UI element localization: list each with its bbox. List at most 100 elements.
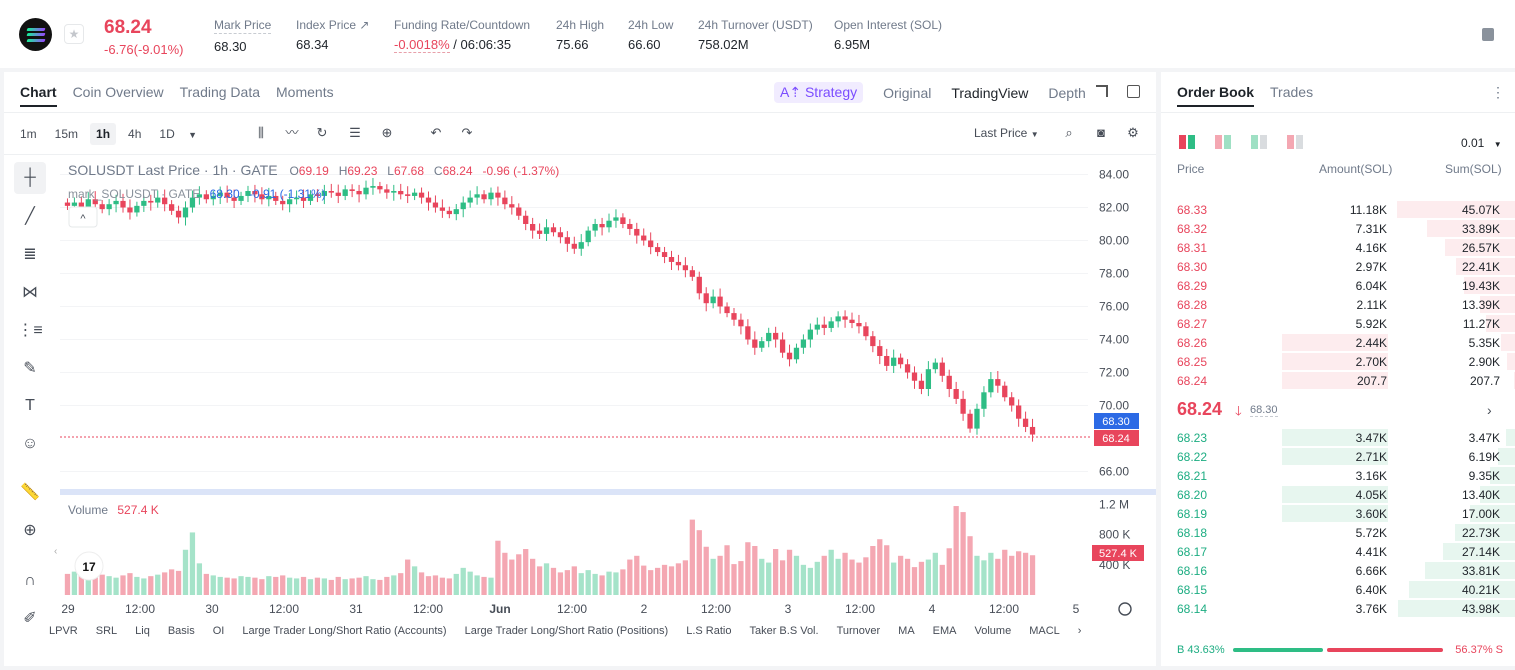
ask-row[interactable]: 68.28 2.11K 13.39K (1161, 295, 1515, 314)
indicator-oi[interactable]: OI (212, 625, 225, 637)
bid-row[interactable]: 68.19 3.60K 17.00K (1161, 504, 1515, 523)
bid-row[interactable]: 68.21 3.16K 9.35K (1161, 466, 1515, 485)
mode-both-alt-icon[interactable] (1215, 135, 1231, 149)
mode-asks-icon[interactable] (1287, 135, 1303, 149)
crosshair-icon[interactable]: ┼ (14, 162, 46, 194)
funding-rate[interactable]: -0.0018% (394, 37, 450, 53)
ask-row[interactable]: 68.29 6.04K 19.43K (1161, 276, 1515, 295)
price-step-select[interactable]: 0.01 ▼ (1461, 136, 1502, 150)
bid-row[interactable]: 68.15 6.40K 40.21K (1161, 580, 1515, 599)
window-icon[interactable] (1127, 85, 1140, 98)
book-icon[interactable] (1482, 28, 1494, 41)
ask-row[interactable]: 68.31 4.16K 26.57K (1161, 238, 1515, 257)
mode-bids-icon[interactable] (1251, 135, 1267, 149)
channel-icon[interactable]: ≣ (23, 246, 37, 263)
pattern-icon[interactable]: ⋈ (22, 284, 38, 301)
indicator-basis[interactable]: Basis (167, 625, 195, 637)
redo-icon[interactable]: ↷ (461, 125, 473, 140)
more-icon[interactable]: ⋮ (1491, 84, 1505, 100)
favorite-star-icon[interactable]: ★ (64, 24, 84, 44)
bid-row[interactable]: 68.18 5.72K 22.73K (1161, 523, 1515, 542)
timeframe-1m[interactable]: 1m (20, 127, 37, 141)
indicator-srl[interactable]: SRL (95, 625, 118, 637)
indicator-turnover[interactable]: Turnover (836, 625, 881, 637)
ruler-icon[interactable]: 📏 (20, 484, 40, 501)
bid-row[interactable]: 68.14 3.76K 43.98K (1161, 599, 1515, 618)
zoom-in-icon[interactable]: ⊕ (23, 522, 37, 539)
bid-row[interactable]: 68.16 6.66K 33.81K (1161, 561, 1515, 580)
external-link-icon[interactable]: ↗ (359, 18, 370, 32)
undo-icon[interactable]: ↶ (430, 125, 442, 140)
tradingview-logo-icon[interactable] (74, 551, 104, 581)
bid-row[interactable]: 68.20 4.05K 13.40K (1161, 485, 1515, 504)
indicator-lpvr[interactable]: LPVR (49, 625, 78, 637)
add-icon[interactable]: ⊕ (381, 125, 393, 140)
mid-mark-price[interactable]: 68.30 (1250, 404, 1278, 417)
price-type-select[interactable]: Last Price ▼ (974, 126, 1039, 140)
chart-settings-icon[interactable] (1118, 602, 1132, 616)
indicator-lt-positions[interactable]: Large Trader Long/Short Ratio (Positions… (464, 625, 669, 637)
pencil-lock-icon[interactable]: ✐ (23, 610, 37, 627)
strategy-button[interactable]: A⇡ Strategy (774, 82, 864, 103)
tab-trades[interactable]: Trades (1270, 84, 1314, 100)
tab-depth[interactable]: Depth (1048, 84, 1086, 101)
tab-tradingview[interactable]: TradingView (951, 84, 1029, 101)
index-price-label[interactable]: Index Price ↗ (296, 18, 370, 32)
timeframe-4h[interactable]: 4h (128, 127, 142, 141)
indicator-taker[interactable]: Taker B.S Vol. (749, 625, 819, 637)
timeframe-1d[interactable]: 1D ▼ (159, 127, 197, 141)
indicator-macd[interactable]: MACL (1029, 625, 1060, 637)
timeframe-15m[interactable]: 15m (54, 127, 79, 141)
bid-row[interactable]: 68.22 2.71K 6.19K (1161, 447, 1515, 466)
emoji-icon[interactable]: ☺ (21, 435, 39, 452)
indicator-ema[interactable]: EMA (932, 625, 957, 637)
tab-order-book[interactable]: Order Book (1177, 84, 1255, 107)
magnet-icon[interactable]: ∩ (24, 572, 36, 589)
indicator-volume[interactable]: Volume (974, 625, 1012, 637)
indicator-ma[interactable]: MA (898, 625, 915, 637)
camera-icon[interactable]: ◙ (1097, 125, 1105, 140)
price-chart[interactable]: 84.00 82.00 80.00 78.00 76.00 74.00 72.00 70.00… (4, 72, 1156, 666)
tab-chart[interactable]: Chart (20, 84, 57, 107)
refresh-icon[interactable]: ↻ (316, 125, 328, 140)
indicators-icon[interactable]: 〰 (285, 125, 299, 140)
ask-row[interactable]: 68.24 207.7 207.7 (1161, 371, 1515, 390)
ask-row[interactable]: 68.32 7.31K 33.89K (1161, 219, 1515, 238)
collapse-legend-button[interactable] (68, 206, 98, 228)
ask-row[interactable]: 68.26 2.44K 5.35K (1161, 333, 1515, 352)
brush-icon[interactable]: ✎ (23, 360, 37, 377)
trendline-icon[interactable]: ╱ (25, 208, 35, 225)
volume-bar (418, 572, 425, 595)
fib-icon[interactable]: ⋮≡ (17, 322, 43, 339)
timeframe-1h[interactable]: 1h (90, 123, 117, 145)
tab-moments[interactable]: Moments (276, 84, 334, 100)
indicator-lt-accounts[interactable]: Large Trader Long/Short Ratio (Accounts) (242, 625, 447, 637)
mode-both-icon[interactable] (1179, 135, 1195, 149)
expand-icon[interactable] (1096, 85, 1108, 97)
chevron-right-icon[interactable]: › (1077, 625, 1082, 637)
search-icon[interactable]: ⌕ (1065, 125, 1073, 140)
indicator-ls-ratio[interactable]: L.S Ratio (686, 625, 732, 637)
chevron-right-icon[interactable]: › (1487, 402, 1492, 418)
ask-row[interactable]: 68.33 11.18K 45.07K (1161, 200, 1515, 219)
candle (460, 202, 466, 210)
ask-row[interactable]: 68.30 2.97K 22.41K (1161, 257, 1515, 276)
scroll-left-icon[interactable]: ‹ (54, 546, 57, 557)
volume-bar (946, 548, 952, 595)
text-icon[interactable]: T (25, 397, 35, 414)
ask-row[interactable]: 68.27 5.92K 11.27K (1161, 314, 1515, 333)
indicator-bar: LPVR SRL Liq Basis OI Large Trader Long/… (49, 625, 1081, 637)
indicator-liq[interactable]: Liq (135, 625, 150, 637)
gear-icon[interactable]: ⚙ (1127, 125, 1139, 140)
pane-separator[interactable] (60, 489, 1156, 495)
template-icon[interactable]: ☰ (349, 125, 361, 140)
bid-row[interactable]: 68.17 4.41K 27.14K (1161, 542, 1515, 561)
tab-trading-data[interactable]: Trading Data (179, 84, 261, 100)
tab-coin-overview[interactable]: Coin Overview (72, 84, 164, 100)
candle-type-icon[interactable]: ⫼ (258, 125, 264, 140)
mark-price-label[interactable]: Mark Price (214, 18, 272, 34)
tab-original[interactable]: Original (883, 84, 932, 101)
ask-row[interactable]: 68.25 2.70K 2.90K (1161, 352, 1515, 371)
volume-bar (1029, 555, 1036, 595)
bid-row[interactable]: 68.23 3.47K 3.47K (1161, 428, 1515, 447)
